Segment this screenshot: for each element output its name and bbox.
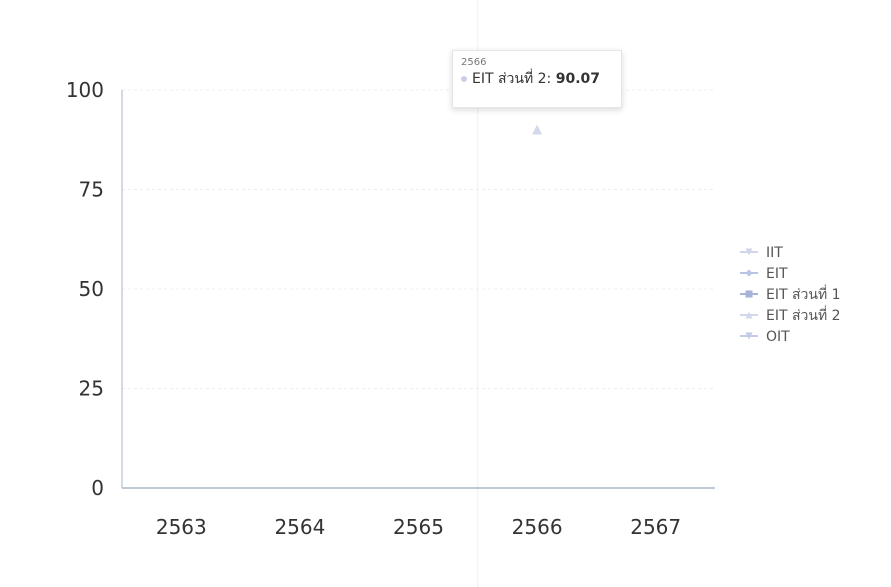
legend-marker-icon bbox=[745, 332, 753, 340]
legend-marker-icon bbox=[745, 248, 753, 256]
tooltip-series-name: EIT ส่วนที่ 2 bbox=[472, 71, 547, 87]
x-tick-label: 2565 bbox=[393, 515, 444, 539]
x-tick-label: 2563 bbox=[156, 515, 207, 539]
axes bbox=[121, 90, 715, 489]
tooltip-value: 90.07 bbox=[555, 71, 601, 87]
data-point[interactable] bbox=[532, 124, 543, 135]
tooltip-category: 2566 bbox=[461, 57, 487, 68]
legend-marker-icon bbox=[745, 311, 753, 319]
legend-item-label[interactable]: OIT bbox=[766, 329, 790, 345]
tooltip-row: EIT ส่วนที่ 2: 90.07 bbox=[461, 69, 613, 89]
legend-item-label[interactable]: IIT bbox=[766, 245, 783, 261]
legend-item-label[interactable]: EIT bbox=[766, 266, 788, 282]
y-tick-label: 75 bbox=[79, 178, 104, 202]
x-tick-label: 2566 bbox=[512, 515, 563, 539]
y-tick-label: 0 bbox=[91, 476, 104, 500]
x-tick-labels: 2563 2564 2565 2566 2567 bbox=[156, 515, 681, 539]
series-layer bbox=[532, 124, 543, 135]
x-tick-label: 2567 bbox=[630, 515, 681, 539]
y-tick-label: 100 bbox=[66, 78, 104, 102]
y-tick-label: 25 bbox=[79, 377, 104, 401]
x-tick-label: 2564 bbox=[274, 515, 325, 539]
legend-item-label[interactable]: EIT ส่วนที่ 2 bbox=[766, 306, 841, 324]
legend: IIT EIT EIT ส่วนที่ 1 EIT ส่วนที่ 2 OIT bbox=[740, 245, 841, 345]
tooltip: 2566 EIT ส่วนที่ 2: 90.07 bbox=[452, 50, 622, 108]
y-tick-labels: 0 25 50 75 100 bbox=[66, 78, 104, 500]
legend-item-label[interactable]: EIT ส่วนที่ 1 bbox=[766, 285, 841, 303]
legend-marker-icon bbox=[745, 290, 753, 298]
gridlines bbox=[122, 0, 715, 587]
y-tick-label: 50 bbox=[79, 277, 104, 301]
legend-marker-icon bbox=[745, 269, 753, 277]
tooltip-series-dot-icon bbox=[461, 76, 467, 82]
